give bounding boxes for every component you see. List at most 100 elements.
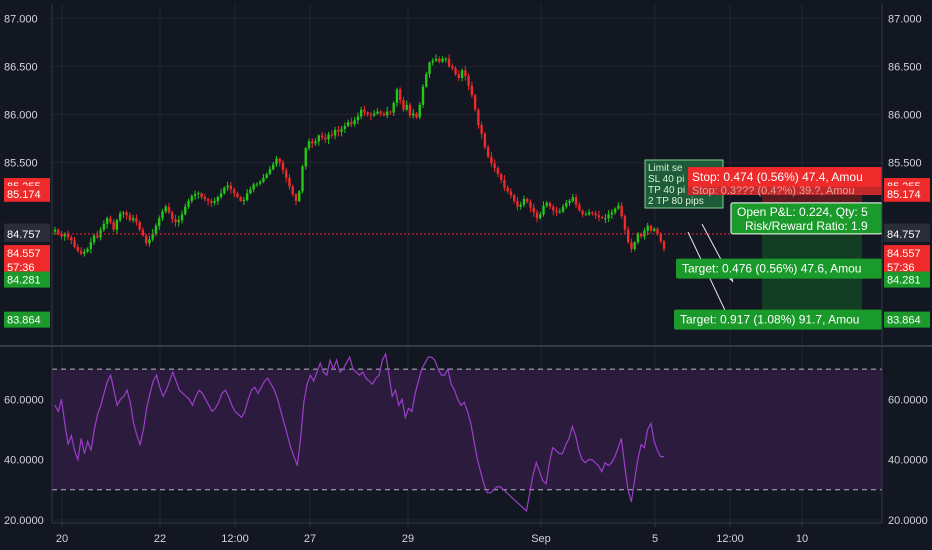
candle-body <box>434 58 438 61</box>
candle-body <box>138 222 141 230</box>
candle-body <box>210 200 213 203</box>
price-tag-text-left: 85.174 <box>7 189 41 201</box>
candle-body <box>493 163 496 169</box>
candle-body <box>539 214 542 219</box>
price-tag-left[interactable] <box>4 259 50 276</box>
candle-body <box>311 141 314 144</box>
candle-body <box>200 193 203 198</box>
price-tag-right[interactable] <box>884 245 930 262</box>
candle-body <box>597 215 601 218</box>
candle-body <box>304 148 307 167</box>
price-tag-right[interactable] <box>884 311 930 328</box>
candle-body <box>265 174 268 178</box>
candle-body <box>298 191 301 201</box>
stop-label-ghost <box>688 187 882 196</box>
price-tag-right[interactable] <box>884 185 930 202</box>
candle-body <box>76 247 79 251</box>
price-tag-text-left: 84.757 <box>7 229 41 241</box>
stop-label-ghost-text: Stop: 0.3??? (0.4?%) 39.?, Amou <box>692 185 855 197</box>
pnl-line-1: Open P&L: 0.224, Qty: 5 <box>737 205 868 219</box>
candle-body <box>630 242 633 249</box>
candle-body <box>646 225 649 231</box>
candle-body <box>216 197 220 201</box>
candle-body <box>503 179 506 188</box>
price-tag-left[interactable] <box>4 245 50 262</box>
candle-body <box>438 58 441 62</box>
candle-body <box>356 116 360 121</box>
candle-body <box>610 212 614 215</box>
price-tag-right[interactable] <box>884 271 930 288</box>
candle-body <box>223 187 226 194</box>
candle-body <box>105 218 109 224</box>
target-1-label[interactable] <box>676 258 882 279</box>
candle-body <box>112 222 115 230</box>
target-2-label[interactable] <box>674 309 882 330</box>
candle-body <box>412 113 415 116</box>
price-tag-left[interactable] <box>4 185 50 202</box>
candle-body <box>128 215 132 221</box>
price-tick-left: 85.500 <box>4 157 38 169</box>
candle-body <box>70 237 73 241</box>
candle-body <box>402 100 405 110</box>
candle-body <box>623 216 627 230</box>
candle-body <box>320 135 324 138</box>
candle-body <box>369 114 373 116</box>
price-tick-right: 86.000 <box>888 109 922 121</box>
target-1-label-text: Target: 0.476 (0.56%) 47.6, Amou <box>682 262 861 276</box>
price-tag-right[interactable] <box>884 259 930 276</box>
candle-body <box>376 111 379 114</box>
candle-body <box>291 186 294 195</box>
stop-label[interactable] <box>688 167 882 188</box>
price-tag-left[interactable] <box>4 311 50 328</box>
candle-body <box>79 250 83 254</box>
candle-body <box>141 229 145 236</box>
candle-body <box>102 223 106 230</box>
candle-body <box>294 194 298 201</box>
candle-body <box>135 218 138 223</box>
price-tag-left[interactable] <box>4 225 50 242</box>
candle-body <box>441 58 444 62</box>
candle-body <box>649 225 653 231</box>
candle-body <box>389 111 392 113</box>
order-note-line: SL 40 pi <box>648 174 684 185</box>
candle-body <box>187 200 190 207</box>
candle-body <box>314 141 317 144</box>
candle-body <box>480 125 483 134</box>
candle-body <box>656 228 659 234</box>
price-tag-left[interactable] <box>4 271 50 288</box>
candle-body <box>499 174 503 180</box>
candle-body <box>447 58 451 67</box>
candle-body <box>229 185 233 190</box>
candle-body <box>161 211 164 219</box>
price-tag-text-left: 84.281 <box>7 275 41 287</box>
candle-body <box>591 212 594 214</box>
price-tag-right[interactable] <box>884 225 930 242</box>
candle-body <box>454 68 457 75</box>
candle-body <box>109 218 112 223</box>
rsi-tick-right: 60.0000 <box>888 394 928 406</box>
candle-body <box>512 195 516 201</box>
candle-body <box>346 122 350 126</box>
candle-body <box>174 219 177 223</box>
candle-body <box>382 113 386 116</box>
candle-body <box>483 133 487 148</box>
candle-body <box>529 201 532 208</box>
candle-body <box>506 187 509 192</box>
price-tick-left: 87.000 <box>4 13 38 25</box>
candle-body <box>268 169 272 175</box>
candle-body <box>444 58 448 60</box>
candle-body <box>477 109 480 126</box>
candle-body <box>301 166 304 192</box>
candle-body <box>350 122 353 125</box>
price-tick-left: 86.500 <box>4 61 38 73</box>
candle-body <box>242 199 246 201</box>
price-tag-text-left: 57:36 <box>7 262 35 274</box>
candle-body <box>271 164 275 170</box>
price-tag-text-left: 84.557 <box>7 248 41 260</box>
candle-body <box>366 112 369 115</box>
axes: 87.000 87.000 86.500 86.500 86.000 86.000 85.5… <box>0 4 932 545</box>
candle-body <box>600 217 604 219</box>
candle-body <box>190 196 193 201</box>
